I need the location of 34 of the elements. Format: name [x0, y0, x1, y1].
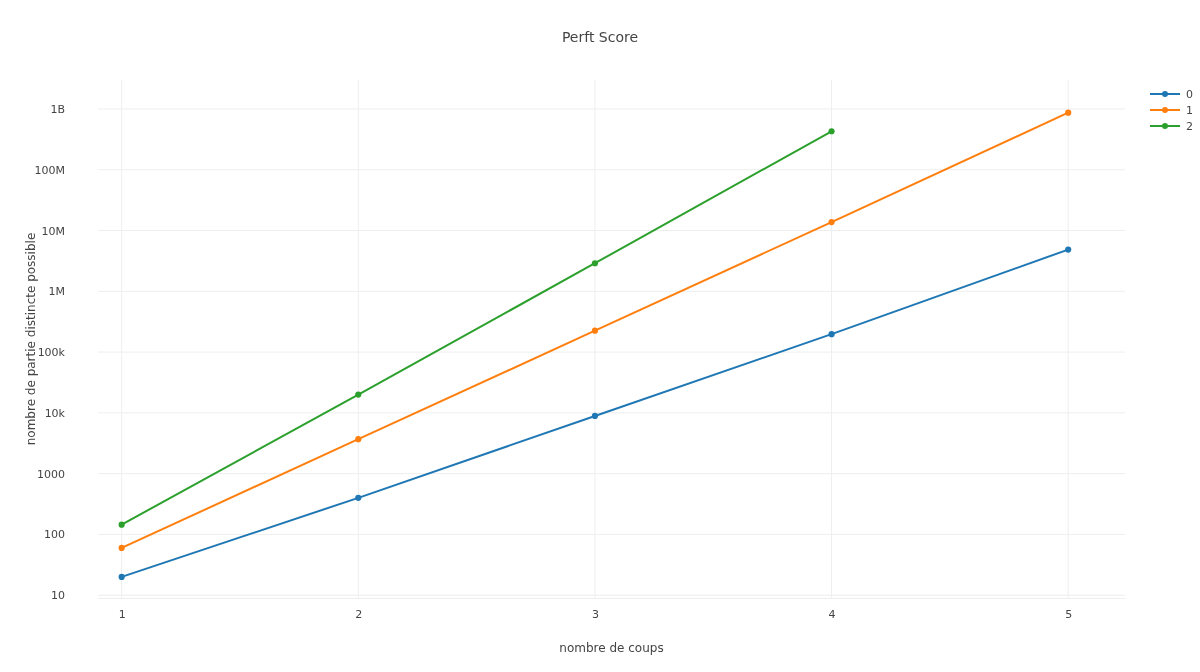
y-tick-label: 10 — [51, 589, 65, 603]
legend-label: 1 — [1186, 104, 1193, 117]
x-tick-label: 5 — [1065, 607, 1073, 621]
point — [118, 573, 125, 581]
point — [355, 494, 362, 501]
x-tick-label: 3 — [591, 607, 599, 621]
point — [1065, 246, 1072, 253]
point — [828, 331, 835, 338]
y-tick-label: 10M — [41, 224, 65, 238]
x-tick-label: 1 — [118, 607, 126, 621]
chart-title: Perft Score — [561, 29, 639, 45]
point — [355, 391, 362, 398]
x-tick-label: 4 — [828, 607, 836, 621]
point — [828, 218, 835, 226]
y-tick-label: 100k — [37, 346, 66, 360]
y-axis-title: nombre de partie distincte possible — [24, 232, 38, 446]
x-axis-title: nombre de coups — [559, 641, 664, 655]
point — [1065, 109, 1072, 116]
y-tick-label: 10k — [44, 406, 66, 420]
y-tick-label: 1B — [50, 103, 65, 117]
point — [828, 128, 835, 135]
y-tick-label: 100 — [44, 528, 65, 542]
point — [355, 436, 362, 443]
y-tick-label: 100M — [34, 163, 65, 177]
y-tick-label: 1000 — [37, 467, 65, 481]
point — [591, 327, 599, 334]
legend-label: 0 — [1186, 88, 1193, 101]
x-tick-label: 2 — [355, 607, 363, 621]
point — [591, 260, 599, 267]
point — [591, 412, 599, 420]
point — [118, 521, 125, 528]
y-tick-label: 1M — [48, 285, 65, 299]
legend-label: 2 — [1186, 120, 1193, 133]
point — [118, 544, 125, 552]
